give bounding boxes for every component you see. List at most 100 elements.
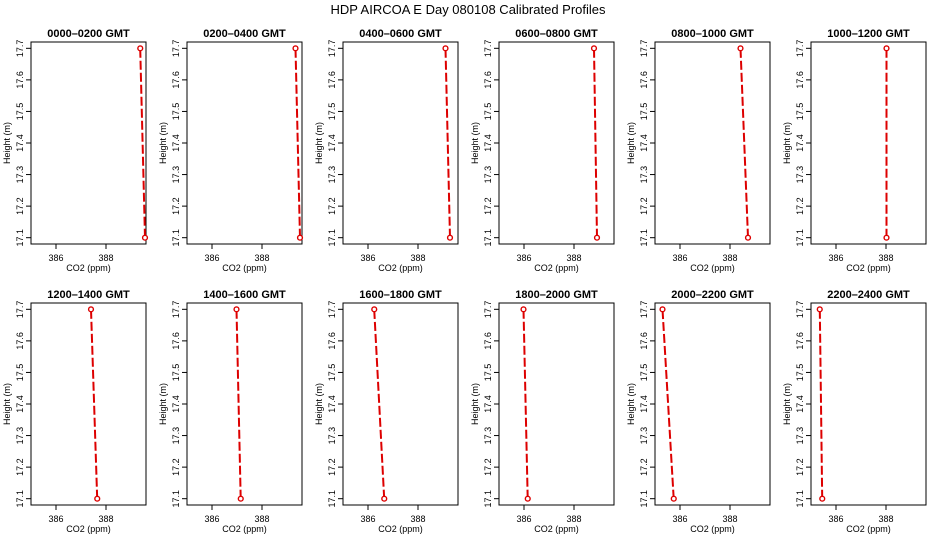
y-axis-label: Height (m) [2, 122, 12, 164]
x-tick-label: 386 [828, 253, 843, 263]
y-tick-label: 17.5 [639, 103, 649, 121]
x-axis-label: CO2 (ppm) [222, 524, 267, 534]
panel-title: 0800–1000 GMT [671, 28, 754, 40]
data-point [296, 234, 304, 241]
y-tick-label: 17.4 [171, 395, 181, 413]
y-tick-label: 17.3 [327, 166, 337, 184]
y-tick-label: 17.5 [639, 364, 649, 382]
y-tick-label: 17.1 [639, 229, 649, 247]
plot-frame [654, 41, 771, 245]
y-tick-label: 17.4 [327, 134, 337, 152]
data-point [819, 495, 826, 502]
data-point [381, 495, 388, 502]
x-tick-label: 386 [672, 514, 687, 524]
y-tick-label: 17.6 [795, 332, 805, 350]
y-tick-label: 17.6 [639, 71, 649, 89]
y-tick-label: 17.5 [15, 364, 25, 382]
y-tick-label: 17.3 [795, 427, 805, 445]
plot-frame [186, 302, 303, 506]
y-tick-label: 17.7 [327, 301, 337, 319]
y-tick-label: 17.3 [15, 427, 25, 445]
y-tick-label: 17.7 [483, 40, 493, 58]
data-point [442, 45, 449, 52]
data-point [292, 45, 299, 52]
plot-frame [498, 302, 615, 506]
profile-line [90, 309, 99, 499]
y-axis-label: Height (m) [626, 122, 636, 164]
y-tick-label: 17.4 [795, 395, 805, 413]
y-tick-label: 17.3 [327, 427, 337, 445]
y-axis-label: Height (m) [158, 122, 168, 164]
profile-line [373, 309, 386, 499]
y-tick-label: 17.4 [795, 134, 805, 152]
x-tick-label: 388 [722, 514, 737, 524]
data-point [593, 234, 601, 241]
y-tick-label: 17.3 [171, 427, 181, 445]
y-tick-label: 17.4 [327, 395, 337, 413]
data-point [87, 306, 95, 313]
x-axis-label: CO2 (ppm) [846, 524, 891, 534]
data-point [371, 306, 378, 313]
y-axis-label: Height (m) [470, 122, 480, 164]
x-tick-label: 388 [722, 253, 737, 263]
y-tick-label: 17.6 [639, 332, 649, 350]
profile-line [818, 309, 824, 499]
y-tick-label: 17.2 [639, 458, 649, 476]
y-tick-label: 17.3 [483, 427, 493, 445]
plot-frame [342, 41, 459, 245]
y-tick-label: 17.5 [483, 103, 493, 121]
plot-frame [186, 41, 303, 245]
x-tick-label: 388 [98, 253, 113, 263]
y-tick-label: 17.2 [795, 197, 805, 215]
y-tick-label: 17.2 [15, 197, 25, 215]
plot-frame [810, 41, 927, 245]
data-point [737, 45, 744, 52]
profile-line [739, 48, 749, 238]
y-tick-label: 17.3 [483, 166, 493, 184]
y-tick-label: 17.6 [171, 332, 181, 350]
data-point [670, 495, 677, 502]
panel-title: 2000–2200 GMT [671, 289, 754, 301]
x-tick-label: 386 [48, 514, 63, 524]
y-tick-label: 17.5 [327, 364, 337, 382]
x-tick-label: 388 [878, 514, 893, 524]
x-tick-label: 388 [254, 253, 269, 263]
y-axis-label: Height (m) [470, 383, 480, 425]
y-tick-label: 17.7 [171, 301, 181, 319]
data-point [233, 306, 240, 313]
profile-line [661, 309, 675, 499]
panel-title: 2200–2400 GMT [827, 289, 910, 301]
data-point [883, 45, 890, 52]
data-point [524, 495, 531, 502]
data-point [141, 234, 149, 241]
profile-line [522, 309, 529, 499]
data-point [137, 45, 144, 52]
profile-line [235, 309, 242, 499]
figure-title: HDP AIRCOA E Day 080108 Calibrated Profi… [330, 2, 606, 17]
x-axis-label: CO2 (ppm) [66, 263, 111, 273]
y-tick-label: 17.1 [15, 229, 25, 247]
y-axis-label: Height (m) [314, 122, 324, 164]
y-tick-label: 17.7 [15, 301, 25, 319]
y-tick-label: 17.5 [171, 364, 181, 382]
y-axis-label: Height (m) [314, 383, 324, 425]
y-tick-label: 17.2 [327, 458, 337, 476]
x-tick-label: 386 [204, 514, 219, 524]
profile-line [139, 48, 146, 238]
y-tick-label: 17.6 [15, 332, 25, 350]
y-tick-label: 17.4 [639, 395, 649, 413]
y-axis-label: Height (m) [2, 383, 12, 425]
y-tick-label: 17.6 [483, 71, 493, 89]
panel-title: 1400–1600 GMT [203, 289, 286, 301]
panel-title: 1600–1800 GMT [359, 289, 442, 301]
x-tick-label: 388 [410, 514, 425, 524]
y-tick-label: 17.7 [639, 301, 649, 319]
y-tick-label: 17.1 [327, 229, 337, 247]
y-tick-label: 17.3 [639, 166, 649, 184]
